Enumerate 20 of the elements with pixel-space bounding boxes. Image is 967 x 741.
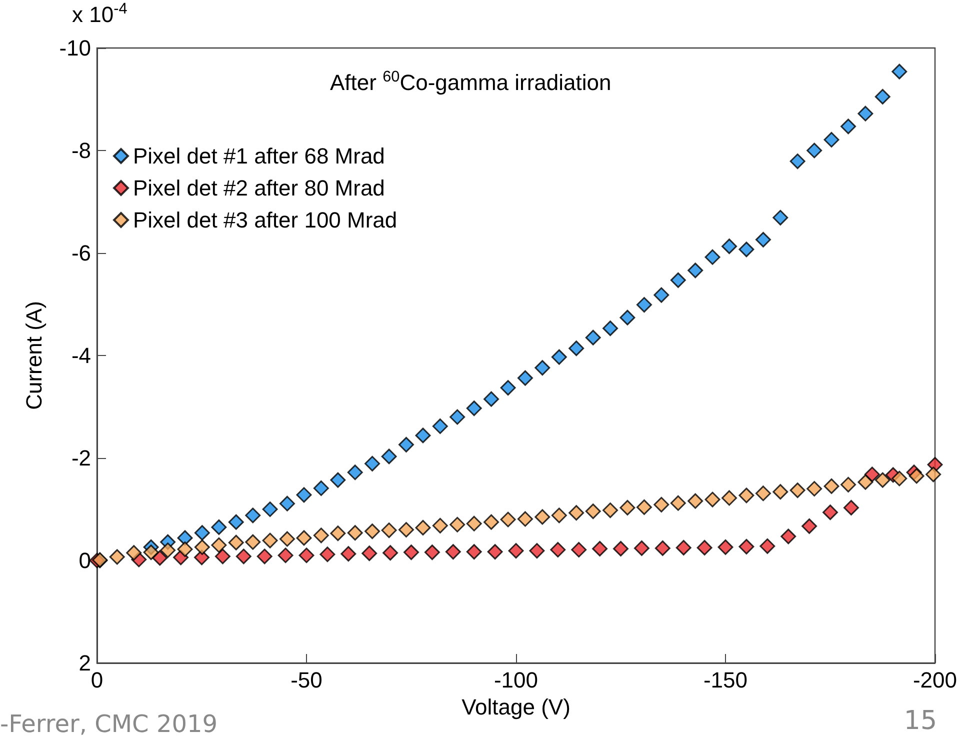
y-tick-label: -2 xyxy=(71,446,91,470)
legend-label: Pixel det #2 after 80 Mrad xyxy=(133,176,385,200)
text: 15 xyxy=(904,706,937,736)
y-axis-title: Current (A) xyxy=(22,301,46,410)
y-tick-label: -4 xyxy=(71,343,91,368)
y-tick-label: 2 xyxy=(78,650,91,676)
x-axis-title: Voltage (V) xyxy=(462,694,570,720)
text: x 10$^{-4}$ xyxy=(72,0,128,27)
x-tick-label: -200 xyxy=(912,668,958,692)
y-tick-label: 0 xyxy=(78,548,91,573)
y-tick-label: -8 xyxy=(71,138,91,163)
x-tick-label: -100 xyxy=(494,668,538,692)
text: -Ferrer, CMC 2019 xyxy=(0,710,218,738)
legend-label: Pixel det #1 after 68 Mrad xyxy=(133,144,385,168)
x-tick-label: -150 xyxy=(703,668,748,692)
text: After $^{60}$Co-gamma irradiation xyxy=(330,68,612,95)
y-tick-label: -6 xyxy=(71,240,91,266)
legend-label: Pixel det #3 after 100 Mrad xyxy=(133,208,398,232)
y-tick-label: -10 xyxy=(59,36,91,60)
x-tick-label: -50 xyxy=(290,668,322,692)
